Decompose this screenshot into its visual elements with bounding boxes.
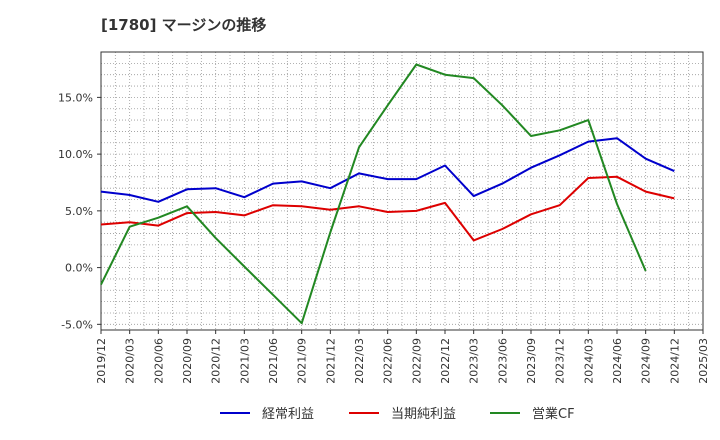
x-tick-label: 2020/06	[152, 338, 165, 384]
x-tick-label: 2023/03	[468, 338, 481, 384]
y-tick-label: 0.0%	[65, 262, 93, 275]
plot-frame	[100, 51, 704, 331]
legend: 経常利益 当期純利益 営業CF	[220, 406, 575, 422]
x-tick-label: 2022/12	[439, 338, 452, 384]
chart-title: [1780] マージンの推移	[101, 16, 267, 34]
x-tick-label: 2019/12	[95, 338, 108, 384]
x-tick-label: 2020/12	[210, 338, 223, 384]
x-tick-label: 2024/06	[611, 338, 624, 384]
x-tick-label: 2021/06	[267, 338, 280, 384]
x-tick-label: 2022/03	[353, 338, 366, 384]
y-tick-label: 5.0%	[65, 205, 93, 218]
x-tick-label: 2020/03	[124, 338, 137, 384]
series-line-1	[100, 137, 675, 203]
x-tick-label: 2021/03	[238, 338, 251, 384]
x-tick-label: 2025/03	[697, 338, 710, 384]
x-tick-label: 2021/09	[296, 338, 309, 384]
y-tick-label: -5.0%	[61, 318, 93, 331]
x-tick-label: 2023/12	[554, 338, 567, 384]
x-tick-label: 2023/09	[525, 338, 538, 384]
series-lines	[100, 63, 675, 325]
x-tick-label: 2024/12	[668, 338, 681, 384]
legend-label-1: 経常利益	[262, 407, 314, 422]
series-line-2	[100, 175, 675, 242]
x-axis: 2019/12 2020/03 2020/06 2020/09 2020/12 2021/…	[95, 330, 710, 384]
y-axis: -5.0% 0.0% 5.0% 10.0% 15.0%	[58, 91, 101, 331]
y-tick-label: 10.0%	[58, 148, 93, 161]
plot-border	[100, 51, 704, 331]
x-tick-label: 2020/09	[181, 338, 194, 384]
x-tick-label: 2021/12	[324, 338, 337, 384]
legend-label-3: 営業CF	[532, 406, 575, 422]
x-tick-label: 2024/03	[582, 338, 595, 384]
x-tick-label: 2023/06	[496, 338, 509, 384]
y-tick-label: 15.0%	[58, 91, 93, 104]
x-tick-label: 2022/06	[382, 338, 395, 384]
series-line-3	[100, 63, 647, 325]
x-tick-label: 2022/09	[410, 338, 423, 384]
x-tick-label: 2024/09	[640, 338, 653, 384]
legend-label-2: 当期純利益	[391, 407, 456, 422]
